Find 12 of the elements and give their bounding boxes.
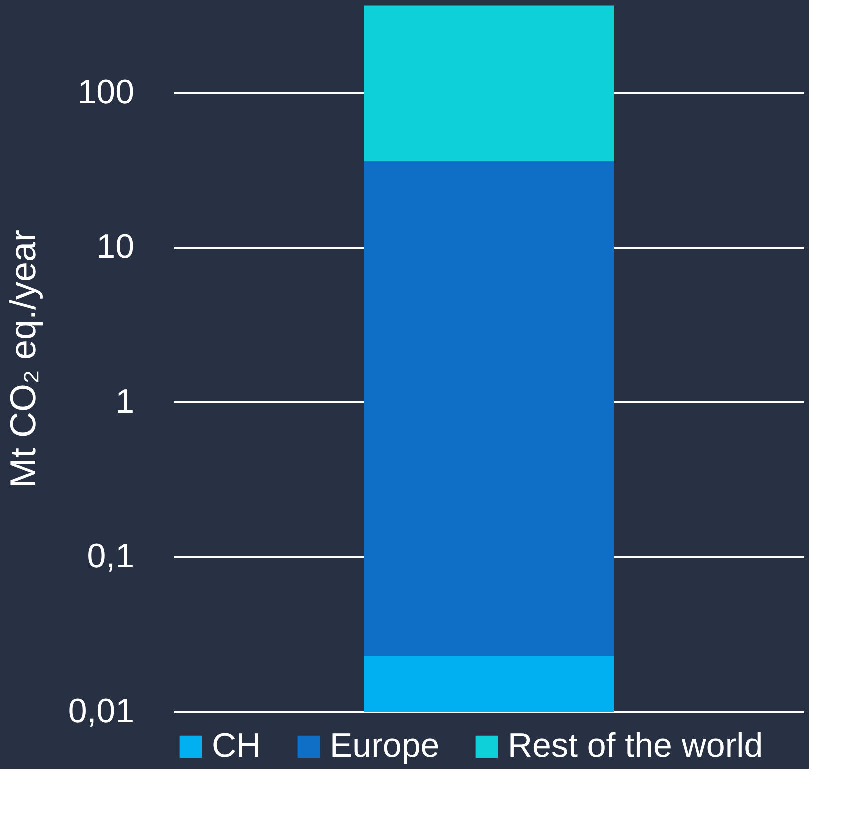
y-tick-label: 1 (116, 382, 134, 421)
bar (364, 162, 614, 656)
y-tick-label: 0,01 (68, 692, 134, 730)
legend-label: Rest of the world (508, 727, 764, 765)
bar (364, 656, 614, 712)
bar (364, 6, 614, 162)
y-tick-label: 100 (78, 73, 134, 112)
legend-label: CH (212, 727, 262, 765)
y-axis-title: Mt CO₂ eq./year (2, 230, 44, 488)
y-tick-label: 10 (96, 228, 134, 266)
y-tick-label: 0,1 (87, 538, 134, 576)
legend-label: Europe (330, 727, 440, 765)
